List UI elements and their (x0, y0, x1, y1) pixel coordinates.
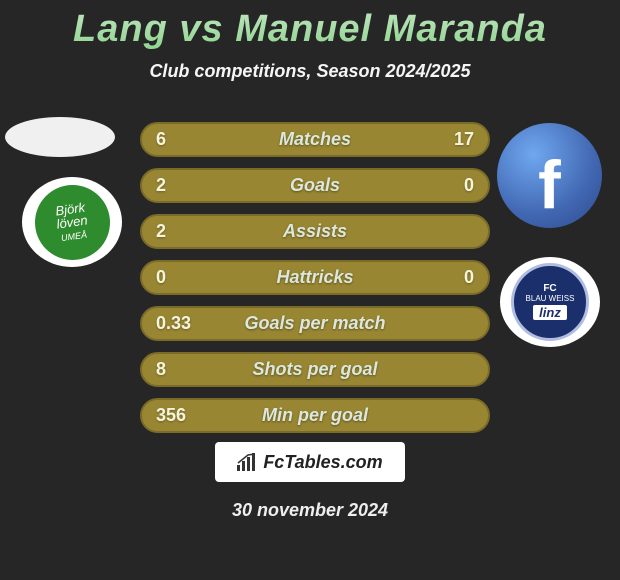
stat-row: 0.33 Goals per match (140, 306, 490, 341)
subtitle: Club competitions, Season 2024/2025 (0, 61, 620, 82)
stat-row: 0 Hattricks 0 (140, 260, 490, 295)
stat-left-value: 2 (156, 175, 196, 196)
brand-text: FcTables.com (263, 452, 382, 473)
team-left-badge: Björk löven UMEÅ (22, 177, 122, 267)
team-right-logo: FC BLAU WEISS linz (511, 263, 589, 341)
stat-row: 8 Shots per goal (140, 352, 490, 387)
stat-label: Goals (290, 175, 340, 196)
team-right-fc: FC (543, 284, 556, 294)
stat-right-value: 0 (434, 175, 474, 196)
stat-left-value: 356 (156, 405, 196, 426)
stat-row: 6 Matches 17 (140, 122, 490, 157)
team-right-badge: FC BLAU WEISS linz (500, 257, 600, 347)
team-left-line3: UMEÅ (60, 230, 87, 244)
page-title: Lang vs Manuel Maranda (0, 0, 620, 51)
team-left-text: Björk löven UMEÅ (54, 201, 90, 244)
facebook-icon[interactable]: f (497, 123, 602, 228)
stat-left-value: 2 (156, 221, 196, 242)
stat-label: Goals per match (244, 313, 385, 334)
stat-label: Hattricks (276, 267, 353, 288)
team-right-bw: BLAU WEISS (526, 294, 575, 304)
team-left-line2: löven (56, 212, 89, 231)
stat-right-value: 0 (434, 267, 474, 288)
stat-row: 356 Min per goal (140, 398, 490, 433)
stat-left-value: 6 (156, 129, 196, 150)
stat-label: Matches (279, 129, 351, 150)
date-text: 30 november 2024 (232, 500, 388, 521)
brand-badge[interactable]: FcTables.com (215, 442, 405, 482)
stat-left-value: 0.33 (156, 313, 196, 334)
stat-label: Assists (283, 221, 347, 242)
stats-container: 6 Matches 17 2 Goals 0 2 Assists 0 Hattricks 0 0.33… (140, 122, 490, 444)
stat-right-value: 17 (434, 129, 474, 150)
team-left-logo: Björk löven UMEÅ (35, 185, 110, 260)
stat-left-value: 0 (156, 267, 196, 288)
fb-letter: f (538, 146, 561, 224)
stat-left-value: 8 (156, 359, 196, 380)
stat-label: Min per goal (262, 405, 368, 426)
stat-row: 2 Assists (140, 214, 490, 249)
player-left-avatar (5, 117, 115, 157)
stat-row: 2 Goals 0 (140, 168, 490, 203)
chart-icon (237, 453, 257, 471)
stat-label: Shots per goal (252, 359, 377, 380)
team-right-linz: linz (533, 305, 567, 320)
